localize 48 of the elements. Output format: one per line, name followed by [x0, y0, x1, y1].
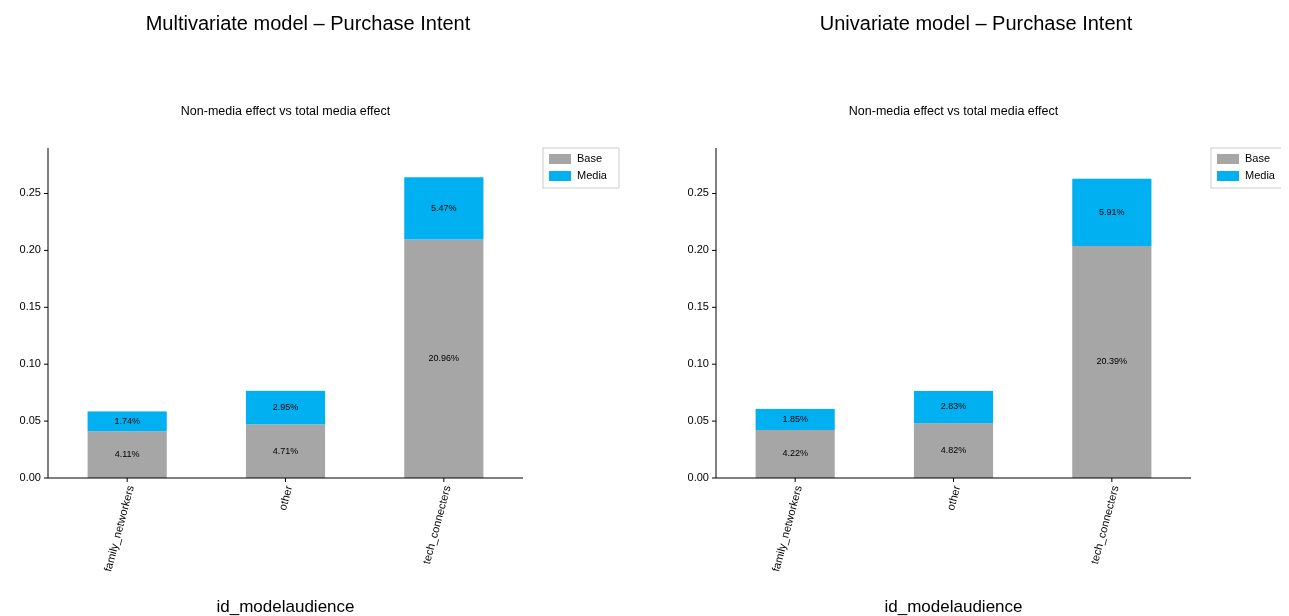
data-label: 4.11% — [114, 448, 140, 459]
legend-label: Media — [577, 168, 608, 181]
data-label: 1.85% — [782, 413, 808, 424]
bar — [404, 177, 484, 240]
x-tick-label: other — [276, 483, 295, 512]
data-label: 4.82% — [940, 444, 967, 455]
data-label: 2.83% — [940, 401, 967, 412]
chart-title: Univariate model – Purchase Intent — [819, 12, 1133, 34]
bar — [245, 424, 326, 478]
y-tick-label: 0.05 — [19, 414, 41, 427]
bar — [755, 408, 835, 430]
y-tick-label: 0.15 — [687, 300, 709, 313]
data-label: 20.96% — [428, 353, 460, 364]
y-tick-label: 0.25 — [687, 186, 709, 199]
y-tick-label: 0.15 — [19, 300, 41, 313]
y-tick-label: 0.20 — [687, 243, 709, 256]
bar — [404, 239, 484, 478]
y-tick-label: 0.00 — [19, 470, 41, 483]
legend-label: Media — [1245, 168, 1276, 181]
x-tick-label: other — [944, 483, 963, 512]
bar — [1072, 245, 1152, 478]
data-label: 1.74% — [114, 415, 140, 426]
data-label: 4.22% — [782, 448, 808, 459]
y-tick-label: 0.05 — [687, 414, 709, 427]
chart-subtitle: Non-media effect vs total media effect — [848, 104, 1059, 118]
data-label: 5.91% — [1099, 206, 1125, 217]
y-tick-label: 0.00 — [687, 470, 709, 483]
x-axis-title: id_modelaudience — [216, 597, 355, 616]
data-label: 2.95% — [272, 401, 299, 412]
data-label: 5.47% — [431, 202, 457, 213]
data-label: 4.71% — [272, 445, 299, 456]
y-tick-label: 0.25 — [19, 186, 41, 199]
bar — [913, 423, 994, 478]
legend-label: Base — [577, 151, 603, 164]
bar — [245, 390, 326, 425]
y-tick-label: 0.10 — [19, 357, 41, 370]
x-axis-title: id_modelaudience — [884, 597, 1023, 616]
bar — [755, 429, 835, 478]
bar — [913, 390, 994, 424]
bar — [87, 431, 167, 478]
data-label: 20.39% — [1096, 356, 1128, 367]
y-tick-label: 0.10 — [687, 357, 709, 370]
chart-title: Multivariate model – Purchase Intent — [145, 12, 471, 34]
bar — [1072, 178, 1152, 246]
y-tick-label: 0.20 — [19, 243, 41, 256]
chart-subtitle: Non-media effect vs total media effect — [180, 104, 391, 118]
legend-label: Base — [1245, 151, 1271, 164]
bar — [87, 411, 167, 432]
